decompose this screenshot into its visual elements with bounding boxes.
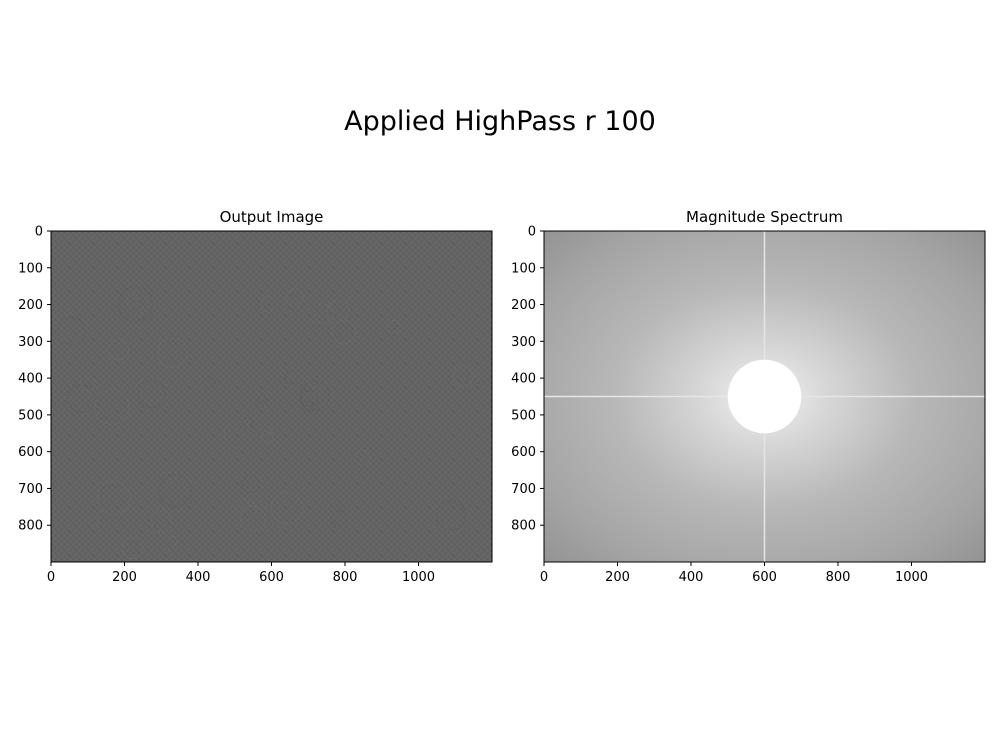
ripple-texture [299,380,330,411]
y-tick-label: 100 [511,261,536,276]
y-tick-label: 200 [18,298,43,313]
x-tick-label: 600 [752,570,777,585]
ripple-texture [241,474,261,493]
ripple-texture [387,319,401,334]
output-image-panel: Output Image 0 200 400 600 800 1000 0 100 200 30… [18,208,493,585]
ripple-texture [354,449,371,466]
x-tick-label: 200 [112,570,137,585]
x-tick-label: 0 [540,570,548,585]
y-tick-label: 500 [511,408,536,423]
ripple-texture [452,365,474,387]
output-image [51,231,492,562]
ripple-texture [223,420,252,449]
ripple-texture [80,376,96,392]
ripple-texture [285,288,304,307]
ripple-texture [242,417,254,429]
ripple-texture [94,389,130,425]
y-tick-label: 400 [511,372,536,387]
magnitude-spectrum-y-axis: 0 100 200 300 400 500 600 700 800 [511,225,544,534]
x-tick-label: 200 [605,570,630,585]
ripple-texture [137,379,166,408]
y-tick-label: 200 [511,298,536,313]
y-tick-label: 500 [18,408,43,423]
x-tick-label: 800 [333,570,358,585]
y-tick-label: 400 [18,372,43,387]
ripple-texture [126,295,138,307]
magnitude-spectrum-x-axis: 0 200 400 600 800 1000 [540,562,928,585]
y-tick-label: 800 [18,519,43,534]
ripple-texture [261,431,274,444]
ripple-texture [203,376,215,388]
output-image-texture [56,286,474,559]
magnitude-spectrum-panel: Magnitude Spectrum 0 200 400 600 800 1000 0 10… [511,208,986,585]
y-tick-label: 600 [511,445,536,460]
ripple-texture [150,510,173,533]
y-tick-label: 700 [18,482,43,497]
y-tick-label: 800 [511,519,536,534]
y-tick-label: 0 [528,225,536,240]
ripple-texture [300,389,318,407]
figure-title: Applied HighPass r 100 [344,106,656,137]
ripple-texture [87,515,100,527]
output-image-y-axis: 0 100 200 300 400 500 600 700 800 [18,225,51,534]
y-tick-label: 600 [18,445,43,460]
ripple-texture [107,338,129,361]
output-image-title: Output Image [220,208,324,226]
x-tick-label: 1000 [402,570,435,585]
ripple-texture [56,317,86,346]
ripple-texture [168,536,178,546]
ripple-texture [331,510,347,526]
ripple-texture [260,296,278,313]
ripple-texture [326,299,350,323]
ripple-texture [270,491,304,525]
x-tick-label: 1000 [895,570,928,585]
ripple-texture [257,394,267,404]
y-tick-label: 300 [18,335,43,350]
ripple-texture [96,481,131,515]
ripple-texture [301,400,314,412]
x-tick-label: 800 [826,570,851,585]
ripple-texture [122,537,144,559]
output-image-x-axis: 0 200 400 600 800 1000 [47,562,435,585]
ripple-texture [157,337,187,368]
ripple-texture [240,506,266,532]
x-tick-label: 600 [259,570,284,585]
ripple-texture [158,474,192,508]
high-pass-mask-circle [727,359,802,434]
x-tick-label: 400 [679,570,704,585]
ripple-texture [284,370,298,384]
y-tick-label: 300 [511,335,536,350]
ripple-texture [235,499,257,521]
y-tick-label: 0 [35,225,43,240]
y-tick-label: 700 [511,482,536,497]
ripple-texture [331,319,357,345]
x-tick-label: 0 [47,570,55,585]
ripple-texture [436,500,467,531]
y-tick-label: 100 [18,261,43,276]
ripple-texture [313,303,334,324]
x-tick-label: 400 [186,570,211,585]
magnitude-spectrum-title: Magnitude Spectrum [686,208,843,226]
ripple-texture [117,286,153,322]
